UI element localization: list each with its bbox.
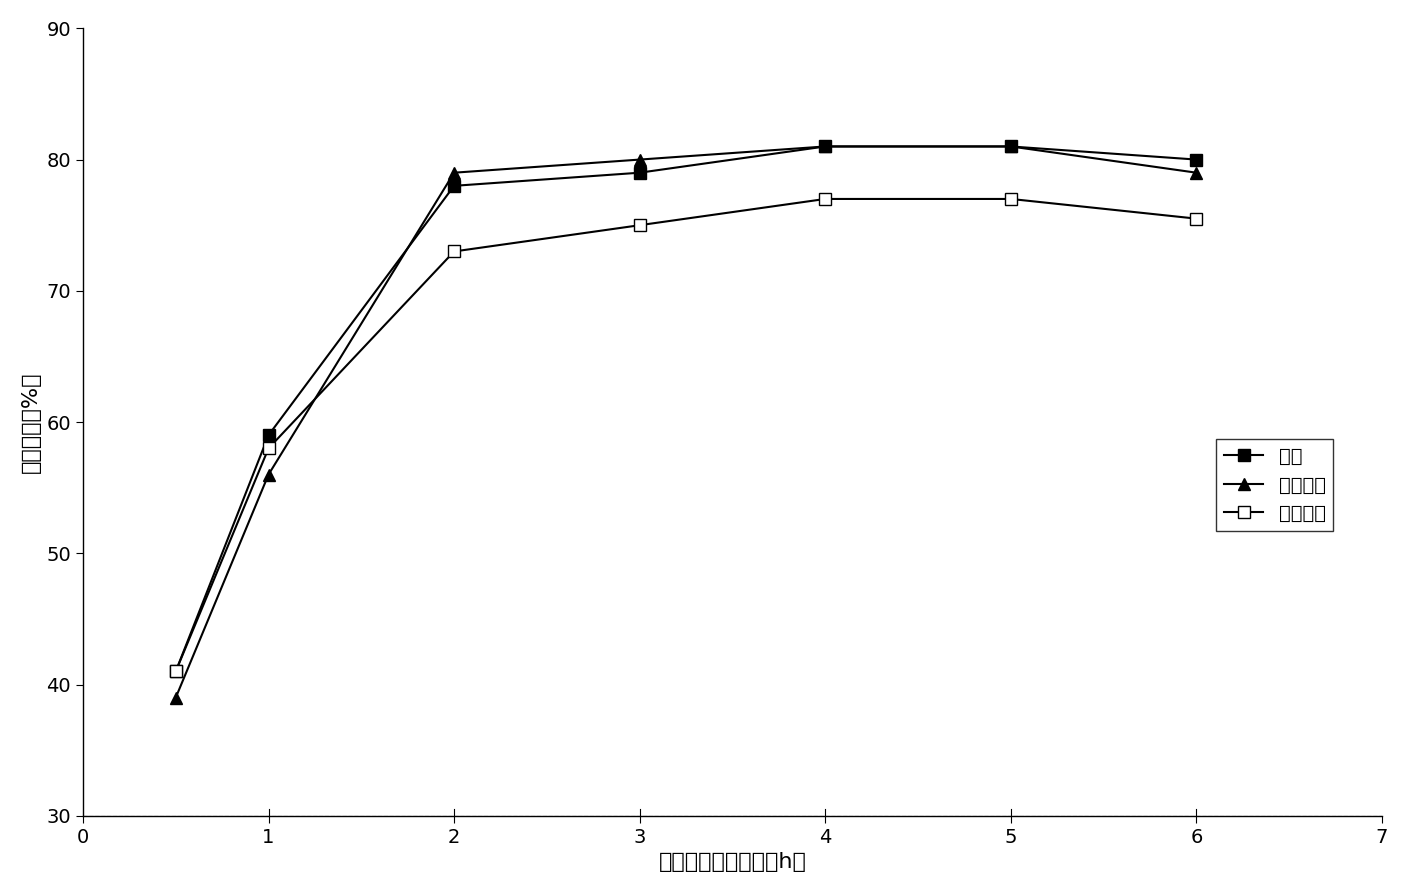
邻氨基酚 <box>261 443 278 454</box>
邻氯苯酚 <box>168 692 185 703</box>
邻氯苯酚 <box>445 167 462 178</box>
X-axis label: 催化氧化反应时间（h）: 催化氧化反应时间（h） <box>658 852 806 872</box>
邻氯苯酚 <box>1002 141 1019 152</box>
邻氨基酚 <box>445 246 462 257</box>
Line: 苯酚: 苯酚 <box>170 141 1202 677</box>
邻氯苯酚 <box>261 469 278 480</box>
苯酚 <box>261 430 278 440</box>
苯酚 <box>1002 141 1019 152</box>
苯酚 <box>1188 154 1205 165</box>
苯酚 <box>631 167 648 178</box>
邻氨基酚 <box>1188 213 1205 224</box>
苯酚 <box>817 141 834 152</box>
邻氨基酚 <box>631 220 648 230</box>
Line: 邻氨基酚: 邻氨基酚 <box>170 194 1202 677</box>
邻氯苯酚 <box>1188 167 1205 178</box>
邻氨基酚 <box>817 194 834 204</box>
Line: 邻氯苯酚: 邻氯苯酚 <box>170 141 1202 704</box>
邻氯苯酚 <box>631 154 648 165</box>
Y-axis label: 酚去除率（%）: 酚去除率（%） <box>21 371 41 472</box>
邻氯苯酚 <box>817 141 834 152</box>
苯酚 <box>445 180 462 191</box>
苯酚 <box>168 666 185 677</box>
Legend: 苯酚, 邻氯苯酚, 邻氨基酚: 苯酚, 邻氯苯酚, 邻氨基酚 <box>1216 439 1333 531</box>
邻氨基酚 <box>1002 194 1019 204</box>
邻氨基酚 <box>168 666 185 677</box>
